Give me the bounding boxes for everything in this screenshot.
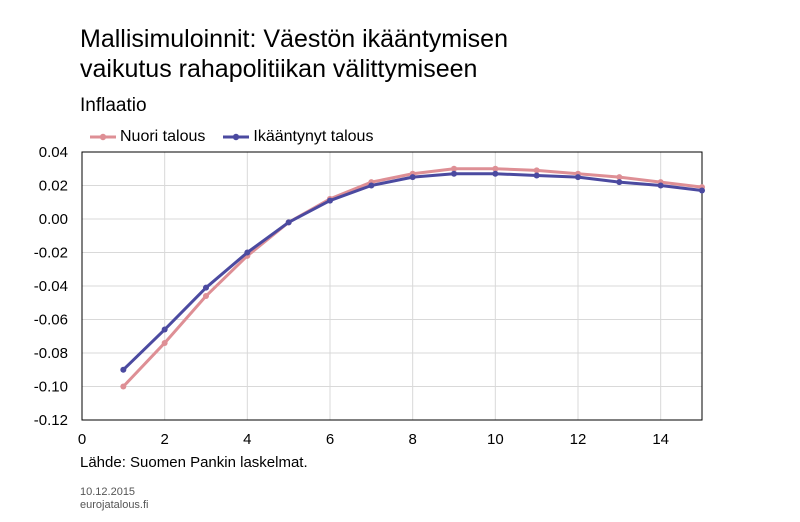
footer-site: eurojatalous.fi [80, 499, 149, 511]
x-tick-label: 2 [160, 431, 168, 448]
data-point [120, 366, 127, 373]
x-tick-label: 4 [243, 431, 251, 448]
y-tick-label: 0.04 [39, 144, 68, 161]
title-line-2: vaikutus rahapolitiikan välittymiseen [80, 55, 478, 83]
data-point [161, 326, 168, 333]
x-tick-label: 10 [487, 431, 504, 448]
legend-label-nuori: Nuori talous [120, 128, 206, 145]
x-tick-label: 6 [326, 431, 334, 448]
data-point [203, 293, 209, 300]
legend: Nuori talous Ikääntynyt talous [90, 128, 391, 146]
data-point [533, 167, 540, 174]
data-point [575, 174, 581, 181]
y-tick-label: 0.00 [39, 211, 68, 228]
data-point [161, 339, 168, 346]
legend-label-ikaantynyt: Ikääntynyt talous [253, 128, 374, 145]
footer-date: 10.12.2015 [80, 486, 136, 498]
source-note: Lähde: Suomen Pankin laskelmat. [80, 454, 308, 471]
y-tick-label: -0.04 [34, 278, 68, 295]
y-tick-label: -0.12 [34, 412, 68, 429]
data-point [657, 182, 664, 189]
legend-item-nuori: Nuori talous [90, 128, 205, 146]
footer: 10.12.2015 eurojatalous.fi [80, 486, 149, 512]
chart-subtitle: Inflaatio [80, 95, 147, 116]
data-point [120, 383, 127, 390]
data-point [285, 219, 292, 226]
data-point [616, 179, 623, 186]
data-point [616, 174, 623, 181]
data-point [492, 170, 499, 177]
x-tick-label: 12 [570, 431, 587, 448]
chart-title: Mallisimuloinnit: Väestön ikääntymisen v… [80, 24, 508, 84]
legend-item-ikaantynyt: Ikääntynyt talous [223, 128, 373, 146]
legend-swatch-nuori [90, 133, 116, 141]
data-point [203, 284, 209, 291]
data-point [451, 170, 457, 177]
data-point [327, 197, 333, 204]
data-point [368, 182, 375, 189]
x-tick-label: 0 [78, 431, 86, 448]
y-tick-label: -0.10 [34, 379, 68, 396]
data-point [244, 249, 251, 256]
data-point [533, 172, 540, 179]
plot-frame [81, 151, 703, 421]
data-point [492, 165, 499, 172]
y-tick-label: -0.08 [34, 345, 68, 362]
data-point [451, 165, 457, 172]
data-point [409, 174, 416, 181]
y-tick-label: 0.02 [39, 178, 68, 195]
title-line-1: Mallisimuloinnit: Väestön ikääntymisen [80, 25, 508, 53]
x-tick-label: 14 [652, 431, 669, 448]
x-tick-label: 8 [408, 431, 416, 448]
y-tick-label: -0.06 [34, 312, 68, 329]
data-point [699, 187, 705, 194]
legend-swatch-ikaantynyt [223, 133, 250, 141]
y-tick-label: -0.02 [34, 245, 68, 262]
